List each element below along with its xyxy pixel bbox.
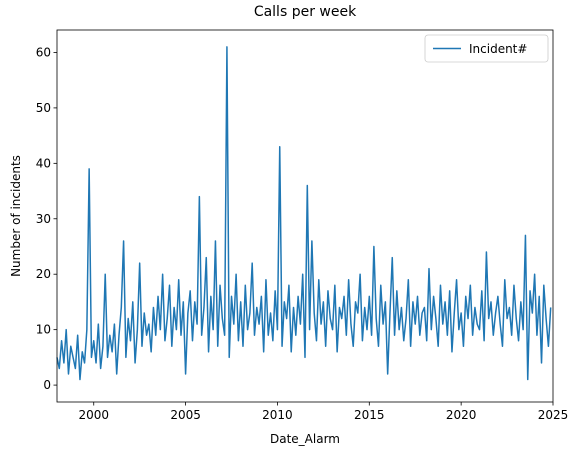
x-axis-label: Date_Alarm (270, 432, 340, 446)
legend-label: Incident# (469, 42, 527, 56)
legend-box (424, 34, 549, 63)
x-tick-label: 2015 (354, 408, 385, 422)
y-tick-label: 30 (36, 212, 51, 226)
x-tick-label: 2010 (262, 408, 293, 422)
y-tick-label: 40 (36, 156, 51, 170)
x-tick-label: 2020 (446, 408, 477, 422)
plot-frame (56, 29, 554, 403)
x-tick-label: 2000 (78, 408, 109, 422)
y-tick-label: 0 (43, 378, 51, 392)
y-axis-label: Number of incidents (9, 155, 23, 277)
chart-title: Calls per week (254, 4, 357, 20)
y-tick-label: 10 (36, 323, 51, 337)
y-tick-label: 20 (36, 267, 51, 281)
y-tick-label: 60 (36, 45, 51, 59)
line-series (56, 46, 552, 381)
x-tick-label: 2025 (538, 408, 569, 422)
y-tick-label: 50 (36, 101, 51, 115)
x-tick-label: 2005 (170, 408, 201, 422)
